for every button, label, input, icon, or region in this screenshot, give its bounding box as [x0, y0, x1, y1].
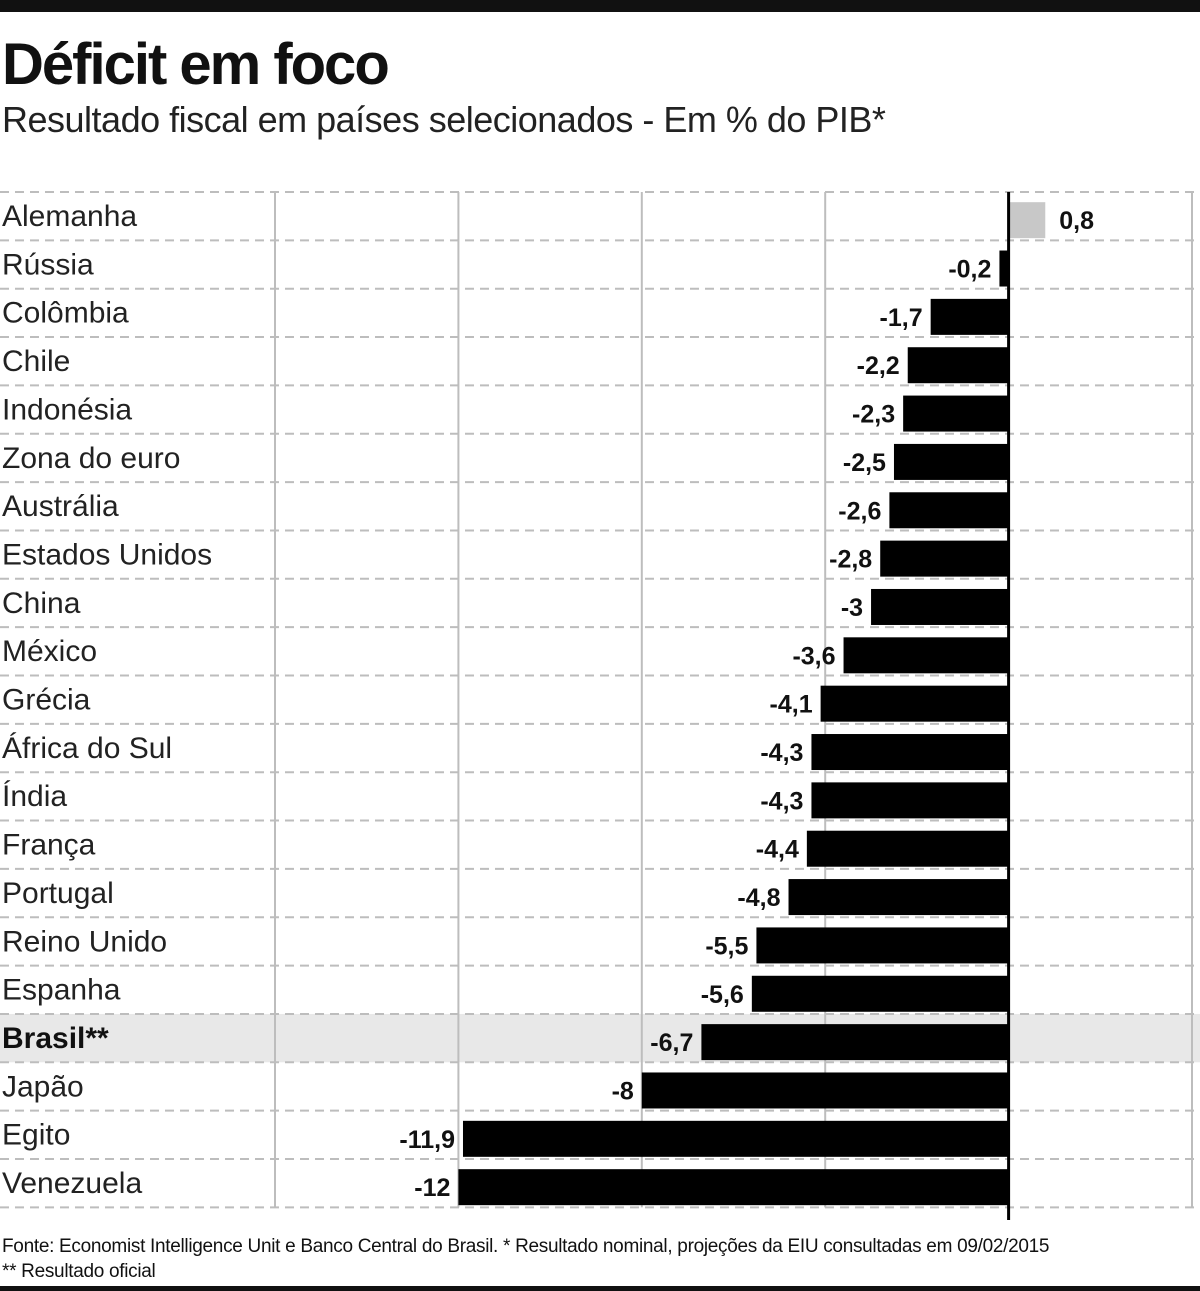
category-label: Austrália [2, 490, 119, 523]
bar [462, 1120, 1009, 1157]
bar [903, 395, 1009, 432]
bar [811, 782, 1009, 819]
bar-chart: Alemanha 0,8 Rússia -0,2 Colômbia -1,7 Chile -2… [0, 191, 1200, 1220]
category-label: Rússia [2, 248, 94, 281]
category-label: Japão [2, 1070, 84, 1103]
source-note: Fonte: Economist Intelligence Unit e Ban… [2, 1234, 1049, 1284]
value-label: -3,6 [792, 642, 835, 670]
value-label: -6,7 [650, 1029, 693, 1057]
value-label: -2,6 [838, 497, 881, 525]
category-label: Espanha [2, 974, 121, 1007]
value-label: -5,5 [705, 932, 748, 960]
category-label: Grécia [2, 684, 91, 717]
category-label: Chile [2, 345, 70, 378]
chart-area: Alemanha 0,8 Rússia -0,2 Colômbia -1,7 Chile -2… [0, 180, 1200, 1220]
category-label: Brasil** [2, 1022, 109, 1055]
bar [880, 540, 1009, 577]
value-label: 0,8 [1059, 207, 1094, 235]
value-label: -4,1 [770, 691, 813, 719]
value-label: -4,3 [760, 787, 803, 815]
value-label: -2,3 [852, 401, 895, 429]
value-label: -5,6 [701, 981, 744, 1009]
category-label: México [2, 635, 97, 668]
bar [930, 298, 1009, 335]
value-label: -2,2 [857, 352, 900, 380]
value-label: -4,8 [737, 884, 780, 912]
category-label: Alemanha [2, 200, 137, 233]
category-label: Indonésia [2, 393, 132, 426]
bar [893, 443, 1009, 480]
bar [756, 927, 1009, 964]
bar [871, 588, 1009, 625]
value-label: -12 [414, 1174, 450, 1202]
bar [458, 1169, 1009, 1206]
category-label: Estados Unidos [2, 538, 212, 571]
category-label: Portugal [2, 877, 114, 910]
value-label: -3 [841, 594, 863, 622]
value-label: -8 [612, 1077, 634, 1105]
value-label: -4,4 [756, 836, 799, 864]
category-label: Venezuela [2, 1167, 142, 1200]
category-label: China [2, 587, 81, 620]
category-label: Zona do euro [2, 442, 180, 475]
bar [641, 1072, 1009, 1109]
bar [889, 492, 1009, 529]
bar [811, 734, 1009, 771]
bar [701, 1024, 1009, 1061]
category-label: Colômbia [2, 297, 129, 330]
value-label: -11,9 [399, 1126, 455, 1154]
category-label: Índia [2, 780, 67, 813]
category-label: África do Sul [2, 732, 172, 765]
bar [788, 879, 1009, 916]
highlight-row-band [0, 1013, 1200, 1063]
value-label: -2,8 [829, 546, 872, 574]
value-label: -4,3 [760, 739, 803, 767]
category-label: França [2, 829, 96, 862]
bar [751, 975, 1009, 1012]
bar [1008, 202, 1046, 239]
bar [820, 685, 1009, 722]
source-line-2: ** Resultado oficial [2, 1261, 156, 1282]
bar [843, 637, 1009, 674]
bottom-rule [0, 1286, 1200, 1291]
chart-title: Déficit em foco [2, 32, 390, 97]
chart-subtitle: Resultado fiscal em países selecionados … [2, 99, 886, 140]
value-label: -2,5 [843, 449, 886, 477]
bar [999, 250, 1009, 287]
bar [907, 347, 1009, 384]
bar [806, 830, 1009, 867]
category-label: Egito [2, 1119, 70, 1152]
value-label: -1,7 [880, 304, 923, 332]
category-label: Reino Unido [2, 925, 167, 958]
top-rule [0, 0, 1200, 12]
source-line-1: Fonte: Economist Intelligence Unit e Ban… [2, 1236, 1050, 1257]
value-label: -0,2 [948, 256, 991, 284]
